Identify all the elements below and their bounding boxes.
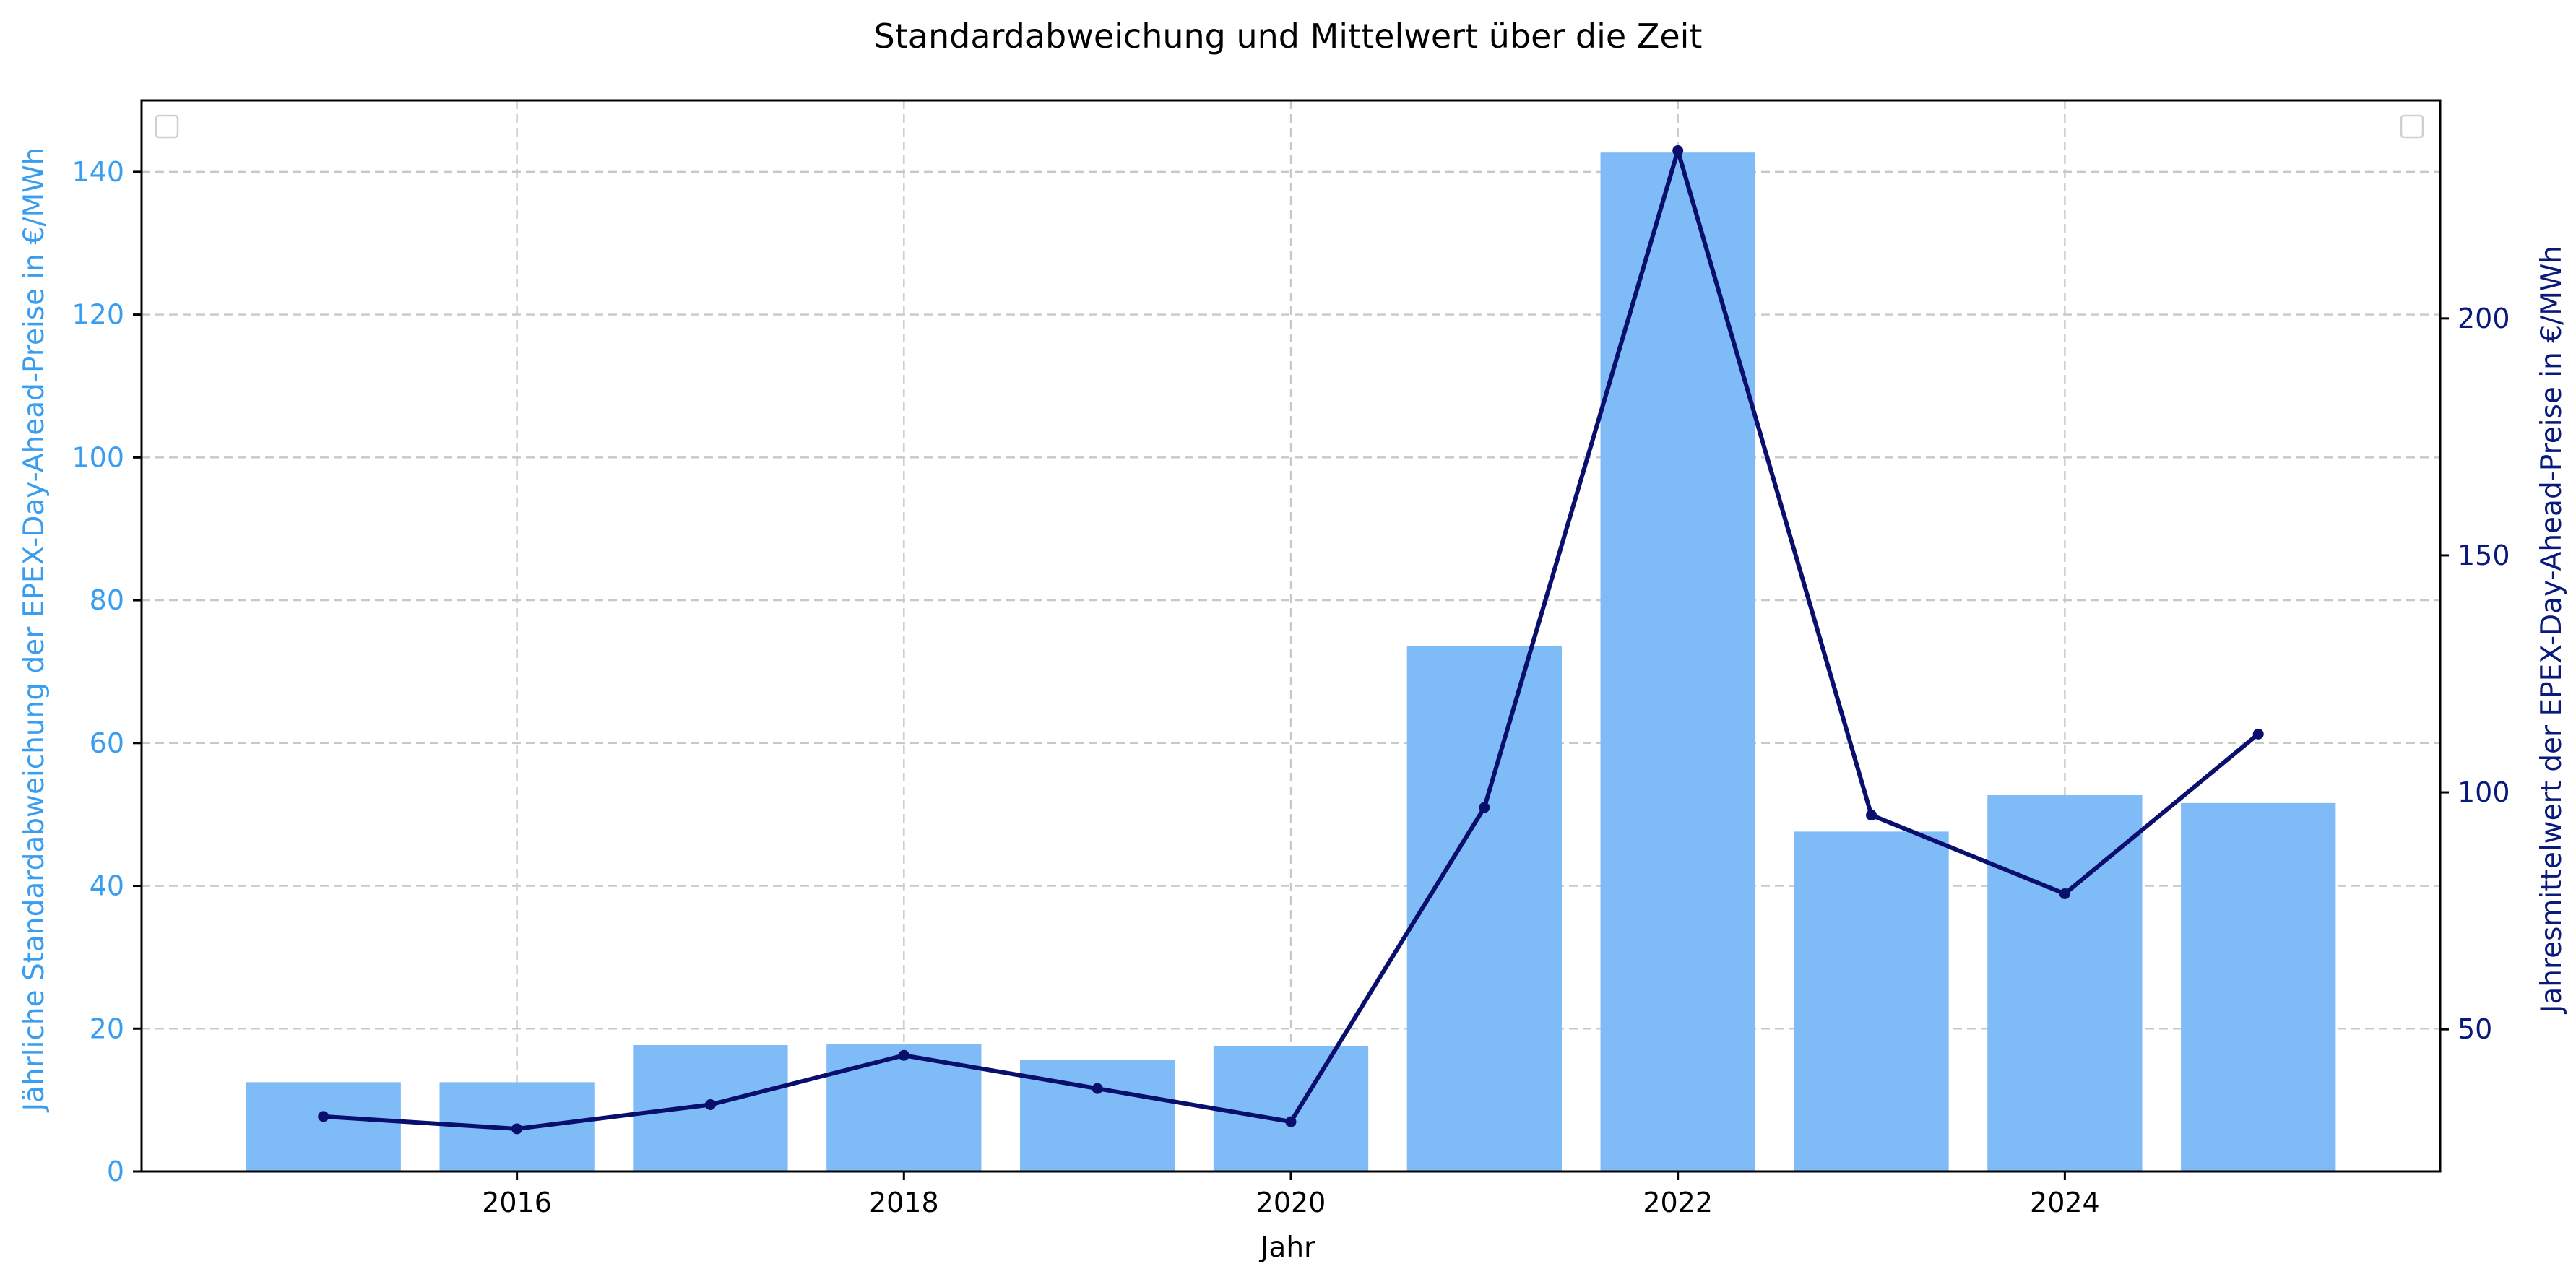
x-tick-label: 2020 <box>1256 1187 1326 1218</box>
y-left-tick-label: 40 <box>90 870 124 902</box>
x-tick-label: 2018 <box>869 1187 939 1218</box>
y-right-tick-label: 50 <box>2458 1013 2492 1045</box>
y-axis-right-label: Jahresmittelwert der EPEX-Day-Ahead-Prei… <box>2536 246 2568 1015</box>
y-axis-left-label: Jährliche Standardabweichung der EPEX-Da… <box>18 147 51 1114</box>
x-tick-label: 2022 <box>1643 1187 1713 1218</box>
right-legend-box <box>2400 114 2424 139</box>
x-axis-label: Jahr <box>1258 1231 1316 1264</box>
line-point <box>318 1111 329 1122</box>
bars-layer <box>246 152 2336 1172</box>
bar <box>1600 152 1755 1172</box>
line-layer <box>318 145 2264 1135</box>
y-right-tick-label: 200 <box>2458 303 2510 334</box>
line-point <box>2252 728 2264 740</box>
y-left-tick-label: 140 <box>72 156 124 188</box>
bar <box>246 1082 401 1171</box>
y-right-tick-label: 150 <box>2458 540 2510 571</box>
line-point <box>511 1123 523 1135</box>
x-tick-label: 2024 <box>2030 1187 2100 1218</box>
y-left-tick-label: 100 <box>72 441 124 473</box>
x-tick-label: 2016 <box>482 1187 552 1218</box>
line-point <box>1479 802 1490 813</box>
axes-layer: 2016 2018 2020 2022 2024 0 20 40 60 80 100 120 140 50… <box>72 99 2510 1218</box>
line-point <box>1285 1116 1297 1127</box>
y-right-tick-label: 100 <box>2458 776 2510 808</box>
bar <box>1406 646 1562 1171</box>
y-left-tick-label: 120 <box>72 299 124 331</box>
bar <box>1987 794 2143 1171</box>
bar <box>1794 831 1949 1171</box>
line-point <box>704 1099 716 1110</box>
bar <box>1213 1045 1369 1171</box>
line-point <box>2059 888 2070 899</box>
y-left-tick-label: 80 <box>90 584 124 616</box>
y-left-tick-label: 60 <box>90 727 124 759</box>
line-point <box>898 1049 909 1061</box>
y-left-tick-label: 0 <box>107 1156 124 1187</box>
left-legend-box <box>155 114 179 139</box>
chart-title: Standardabweichung und Mittelwert über d… <box>874 17 1703 56</box>
line-point <box>1866 810 1877 821</box>
bar <box>2181 802 2336 1171</box>
bar <box>1020 1060 1175 1171</box>
line-point <box>1092 1083 1103 1094</box>
line-point <box>1672 145 1684 157</box>
y-left-tick-label: 20 <box>90 1013 124 1044</box>
